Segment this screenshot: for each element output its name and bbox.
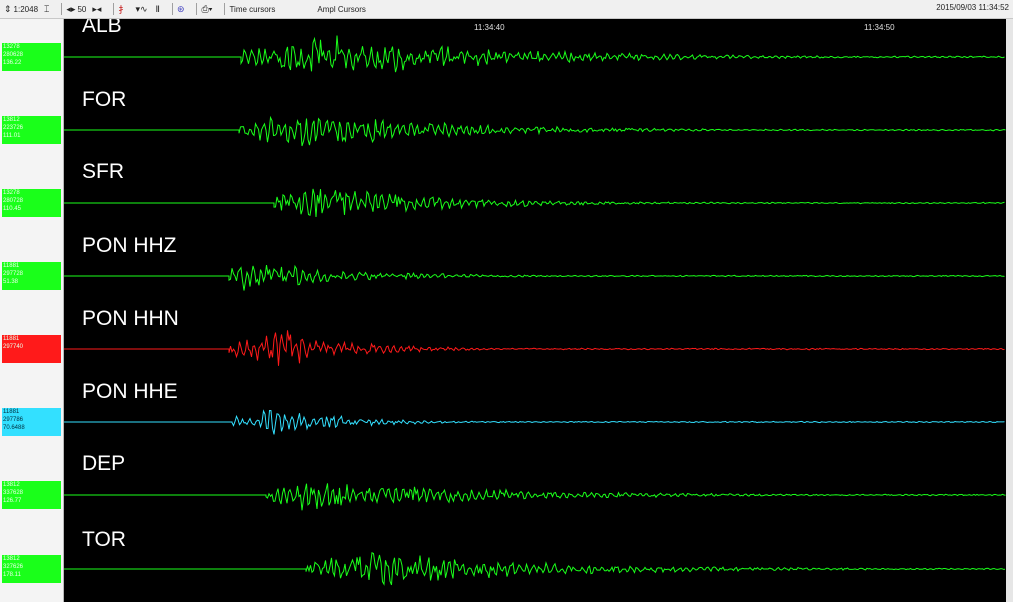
channel-info-line: 126.77 bbox=[3, 498, 22, 504]
filter-icon: ▾∿ bbox=[135, 3, 148, 14]
zoom-vertical-button[interactable]: ⌶ bbox=[44, 4, 51, 15]
waveform-trace[interactable] bbox=[64, 115, 1006, 147]
ampl-cursors-button[interactable]: Ampl Cursors bbox=[317, 4, 366, 14]
step-value: 50 bbox=[77, 4, 87, 14]
scale-control[interactable]: ⇕ 1:2048 bbox=[4, 4, 38, 15]
waveform-trace[interactable] bbox=[64, 264, 1005, 291]
pick-button[interactable]: ⺘ bbox=[118, 3, 129, 16]
station-label: DEP bbox=[82, 452, 125, 475]
fit-width-button[interactable]: ▸◂ bbox=[92, 4, 103, 15]
channel-info-line: 297728 bbox=[3, 271, 24, 277]
station-label: FOR bbox=[82, 88, 126, 111]
channel-info-box[interactable]: 13278 280728 110.45 bbox=[2, 189, 61, 217]
channel-info-line: 178.11 bbox=[3, 572, 21, 578]
waveform-trace[interactable] bbox=[64, 409, 1005, 435]
channel-info-box[interactable]: 13278 280628 136.22 bbox=[2, 43, 61, 71]
scale-value: 1:2048 bbox=[13, 4, 39, 14]
channel-info-line: 111.01 bbox=[3, 133, 21, 139]
waveform-trace[interactable] bbox=[64, 330, 1005, 366]
pick-marker-icon: ⺘ bbox=[118, 4, 128, 15]
columns-button[interactable]: Ⅱ bbox=[156, 4, 162, 15]
channel-info-line: 13812 bbox=[3, 117, 20, 123]
channel-info-line: 297740 bbox=[3, 344, 24, 350]
waveform-trace[interactable] bbox=[64, 188, 1005, 218]
channel-info-line: 13278 bbox=[3, 44, 20, 50]
updown-arrow-icon: ⇕ bbox=[4, 3, 12, 14]
waveform-trace[interactable] bbox=[64, 552, 1006, 586]
channel-info-box[interactable]: 13812 337628 126.77 bbox=[2, 481, 61, 509]
channel-info-column: 13278 280628 136.22 13812 223726 111.01 13278 2… bbox=[0, 19, 64, 602]
toolbar: ⇕ 1:2048 ⌶ ◂▸ 50 ▸◂ ⺘ ▾∿ Ⅱ ⊛ ⎙▾ Time cur… bbox=[0, 0, 1013, 19]
fit-width-icon: ▸◂ bbox=[92, 3, 102, 14]
channel-info-line: 11881 bbox=[3, 336, 20, 342]
channel-info-line: 13812 bbox=[3, 482, 20, 488]
time-tick-label: 11:34:50 bbox=[864, 23, 895, 32]
waveform-trace[interactable] bbox=[64, 483, 1006, 511]
time-tick-label: 11:34:40 bbox=[474, 23, 505, 32]
channel-info-box[interactable]: 11881 297740 bbox=[2, 335, 61, 363]
station-label: SFR bbox=[82, 160, 124, 183]
separator bbox=[113, 3, 115, 15]
channel-info-line: 51.38 bbox=[3, 279, 19, 285]
channel-info-line: 70.6488 bbox=[3, 425, 25, 431]
seismogram-plot[interactable]: 11:34:40 11:34:50 ALB FOR SFR PON HHZ PON HHN P… bbox=[64, 19, 1006, 602]
channel-info-line: 13812 bbox=[3, 556, 20, 562]
channel-info-line: 337628 bbox=[3, 490, 24, 496]
time-cursors-button[interactable]: Time cursors bbox=[229, 4, 276, 14]
vertical-scrollbar[interactable] bbox=[1006, 19, 1013, 602]
station-label: PON HHZ bbox=[82, 234, 177, 257]
horizontal-arrows-icon: ◂▸ bbox=[66, 3, 76, 14]
station-label: ALB bbox=[82, 19, 122, 37]
channel-info-line: 11881 bbox=[3, 409, 20, 415]
color-button[interactable]: ⊛ bbox=[177, 4, 187, 15]
channel-info-box[interactable]: 13812 327626 178.11 bbox=[2, 555, 61, 583]
channel-info-line: 223726 bbox=[3, 125, 24, 131]
channel-info-line: 327626 bbox=[3, 564, 24, 570]
separator bbox=[196, 3, 198, 15]
vertical-zoom-icon: ⌶ bbox=[44, 3, 50, 14]
channel-info-box[interactable]: 11881 297728 51.38 bbox=[2, 262, 61, 290]
waveform-trace[interactable] bbox=[64, 35, 1005, 73]
channel-info-line: 110.45 bbox=[3, 206, 21, 212]
separator bbox=[171, 3, 173, 15]
channel-info-box[interactable]: 11881 297786 70.6488 bbox=[2, 408, 61, 436]
station-label: TOR bbox=[82, 528, 126, 551]
separator bbox=[224, 3, 226, 15]
filter-button[interactable]: ▾∿ bbox=[135, 4, 149, 15]
station-label: PON HHN bbox=[82, 307, 179, 330]
print-button[interactable]: ⎙▾ bbox=[201, 4, 214, 15]
channel-info-line: 280628 bbox=[3, 52, 24, 58]
channel-info-line: 13278 bbox=[3, 190, 20, 196]
waveform-canvas: 11:34:40 11:34:50 ALB FOR SFR PON HHZ PON HHN P… bbox=[64, 19, 1006, 586]
separator bbox=[61, 3, 63, 15]
channel-info-line: 136.22 bbox=[3, 60, 22, 66]
channel-info-box[interactable]: 13812 223726 111.01 bbox=[2, 116, 61, 144]
channel-info-line: 11881 bbox=[3, 263, 20, 269]
station-label: PON HHE bbox=[82, 380, 178, 403]
channel-info-line: 297786 bbox=[3, 417, 24, 423]
printer-icon: ⎙▾ bbox=[201, 3, 213, 14]
step-control[interactable]: ◂▸ 50 bbox=[66, 4, 86, 15]
channel-info-line: 280728 bbox=[3, 198, 24, 204]
columns-icon: Ⅱ bbox=[155, 3, 160, 14]
datetime-display: 2015/09/03 11:34:52 bbox=[936, 3, 1009, 12]
palette-icon: ⊛ bbox=[176, 3, 185, 14]
